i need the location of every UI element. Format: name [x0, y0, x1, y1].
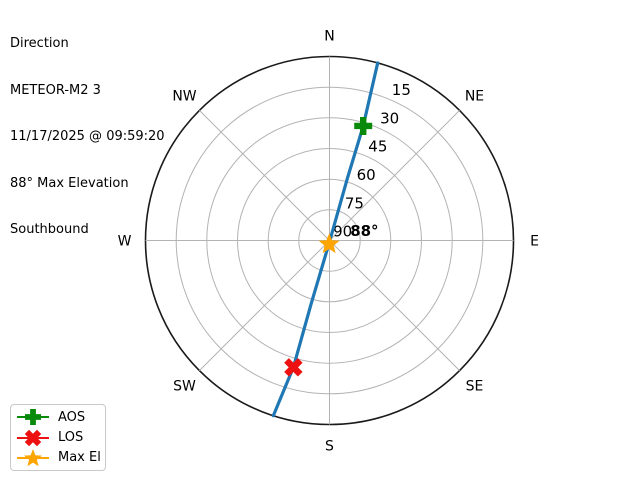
- legend: AOS LOS Max El: [10, 404, 106, 471]
- aos-legend-glyph: [25, 409, 41, 426]
- compass-spoke-ne: [329, 110, 460, 241]
- pass-timestamp: 11/17/2025 @ 09:59:20: [10, 129, 165, 144]
- compass-label-se: SE: [466, 379, 484, 395]
- compass-label-e: E: [530, 234, 539, 250]
- elevation-tick-label-90: 90: [333, 223, 352, 241]
- max-el-legend-marker-icon: [17, 448, 49, 466]
- elevation-tick-label-75: 75: [345, 194, 364, 212]
- max-el-annotation: 88°: [350, 222, 378, 240]
- los-legend-glyph: [24, 429, 42, 446]
- elevation-tick-label-30: 30: [380, 109, 399, 127]
- compass-spoke-nw: [199, 110, 330, 241]
- aos-marker: [354, 116, 373, 135]
- los-legend-marker-icon: [17, 429, 49, 446]
- compass-label-w: W: [118, 234, 132, 250]
- max-el-legend-glyph: [24, 448, 42, 466]
- chart-title: Direction: [10, 36, 69, 51]
- legend-label-aos: AOS: [58, 409, 86, 425]
- compass-label-nw: NW: [172, 89, 196, 105]
- legend-label-max-el: Max El: [58, 450, 101, 466]
- compass-label-sw: SW: [173, 379, 196, 395]
- max-elevation-text: 88° Max Elevation: [10, 175, 129, 191]
- satellite-name: METEOR-M2 3: [10, 82, 101, 98]
- elevation-tick-label-60: 60: [357, 166, 376, 184]
- compass-spoke-se: [329, 240, 460, 371]
- aos-legend-marker-icon: [17, 409, 49, 426]
- max_el-marker: [318, 233, 340, 254]
- compass-label-n: N: [324, 29, 334, 45]
- legend-item-max-el: Max El: [15, 448, 101, 468]
- pass-direction-text: Southbound: [10, 222, 89, 237]
- compass-label-s: S: [325, 439, 334, 455]
- pass-info-header: Direction METEOR-M2 3 11/17/2025 @ 09:59…: [10, 5, 165, 253]
- compass-label-ne: NE: [465, 89, 484, 105]
- los-marker: [284, 358, 303, 377]
- legend-item-aos: AOS: [15, 407, 101, 427]
- compass-spoke-sw: [199, 240, 330, 371]
- legend-item-los: LOS: [15, 428, 101, 448]
- elevation-tick-label-45: 45: [368, 138, 387, 156]
- elevation-tick-label-15: 15: [392, 81, 411, 99]
- legend-label-los: LOS: [58, 430, 84, 445]
